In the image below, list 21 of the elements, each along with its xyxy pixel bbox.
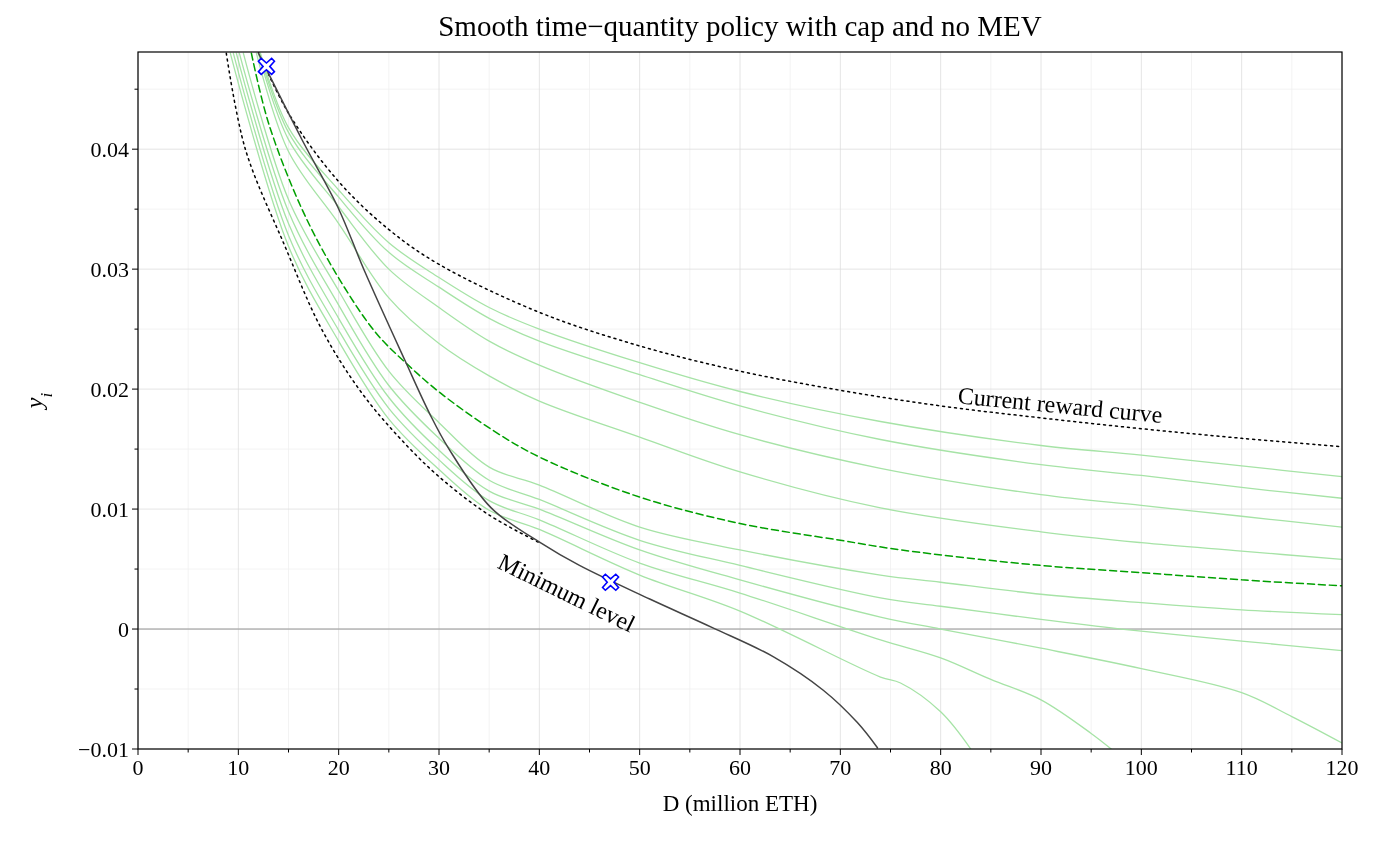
annotation: Current reward curve	[956, 382, 1164, 429]
x-tick-label: 80	[929, 755, 952, 780]
y-tick-label: 0.04	[90, 136, 129, 162]
x-axis-title: D (million ETH)	[662, 791, 818, 816]
x-tick-label: 90	[1030, 755, 1052, 780]
y-tick-label: −0.01	[78, 736, 129, 762]
x-tick-label: 40	[528, 755, 551, 780]
x-tick-label: 50	[628, 755, 651, 780]
x-tick-label: 120	[1325, 755, 1359, 780]
x-tick-label: 10	[227, 755, 250, 780]
x-tick-label: 70	[829, 755, 852, 780]
x-tick-label: 30	[428, 755, 450, 780]
x-tick-label: 20	[327, 755, 350, 780]
y-tick-label: 0.03	[90, 256, 129, 282]
y-tick-label: 0.02	[90, 376, 129, 402]
x-tick-label: 110	[1225, 755, 1258, 780]
y-tick-label: 0.01	[90, 496, 129, 522]
chart-title: Smooth time−quantity policy with cap and no MEV	[438, 10, 1042, 42]
y-tick-label: 0	[118, 616, 129, 642]
x-tick-label: 100	[1124, 755, 1158, 780]
x-tick-label: 60	[729, 755, 751, 780]
